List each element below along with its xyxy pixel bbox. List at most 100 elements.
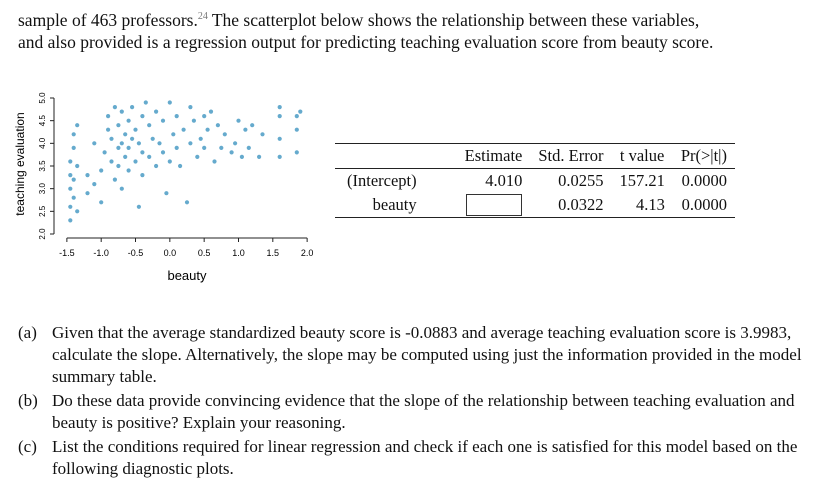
regression-table: Estimate Std. Error t value Pr(>|t|) (In… <box>335 143 735 219</box>
question-b: (b) Do these data provide convincing evi… <box>18 390 818 434</box>
data-point <box>167 159 172 164</box>
intercept-t-value: 157.21 <box>619 171 665 190</box>
data-point <box>126 145 131 150</box>
data-point <box>112 105 117 110</box>
data-point <box>174 145 179 150</box>
row-label: (Intercept) <box>347 171 417 190</box>
data-point <box>202 145 207 150</box>
data-point <box>133 159 138 164</box>
data-point <box>277 154 282 159</box>
beauty-std-error: 0.0322 <box>530 193 612 219</box>
data-point <box>68 204 73 209</box>
y-axis-label: teaching evaluation <box>14 112 27 215</box>
header-std-error: Std. Error <box>530 143 612 169</box>
header-blank <box>335 143 457 169</box>
data-point <box>126 168 131 173</box>
scatterplot: -1.5 -1.0 -0.5 0.0 0.5 1.0 1.5 2.0 2.0 2.5 3.0 3.5… <box>14 92 313 283</box>
y-tick-label: 4.0 <box>38 137 47 149</box>
data-point <box>136 204 141 209</box>
intro-line2: and also provided is a regression output… <box>18 32 714 52</box>
data-point <box>202 114 207 119</box>
data-point <box>160 150 166 155</box>
data-point <box>298 109 303 114</box>
question-label: (a) <box>18 323 37 342</box>
intro-line1: sample of 463 professors. <box>18 10 198 30</box>
data-point <box>147 123 152 128</box>
footnote-marker: 24 <box>197 11 208 22</box>
data-point <box>68 173 73 178</box>
data-point <box>229 150 234 155</box>
beauty-estimate-cell <box>456 193 531 219</box>
data-point <box>85 191 90 196</box>
data-point <box>71 195 76 200</box>
table-row-beauty: beauty 0.0322 4.13 0.0000 <box>335 193 735 219</box>
data-point <box>102 150 107 155</box>
intro-line1-rest: The scatterplot below shows the relation… <box>211 10 700 30</box>
question-a: (a) Given that the average standardized … <box>18 322 818 388</box>
data-point <box>188 141 193 146</box>
data-point <box>119 141 124 146</box>
question-label: (b) <box>18 391 38 410</box>
data-point <box>150 136 155 141</box>
data-point <box>92 141 97 146</box>
intercept-p-value: 0.0000 <box>681 171 727 190</box>
row-label: beauty <box>335 193 457 219</box>
x-tick-label: 1.0 <box>232 248 245 258</box>
x-tick-label: -0.5 <box>128 248 144 258</box>
data-point <box>277 105 282 110</box>
intro-paragraph: sample of 463 professors.24 The scatterpl… <box>18 6 818 53</box>
data-point <box>71 177 76 182</box>
data-point <box>68 159 73 164</box>
y-tick-label: 4.5 <box>38 115 47 127</box>
y-axis: 2.0 2.5 3.0 3.5 4.0 4.5 5.0 <box>38 92 55 240</box>
scatter-points <box>68 100 303 223</box>
data-point <box>171 132 176 137</box>
data-point <box>92 182 97 187</box>
data-point <box>154 109 159 114</box>
data-point <box>212 159 217 164</box>
data-point <box>71 145 76 150</box>
data-point <box>75 163 80 169</box>
data-point <box>198 136 203 141</box>
data-point <box>246 145 251 150</box>
y-tick-label: 3.0 <box>38 183 47 195</box>
data-point <box>85 173 90 178</box>
data-point <box>154 163 159 169</box>
data-point <box>243 127 248 132</box>
data-point <box>157 141 162 146</box>
data-point <box>116 145 121 150</box>
y-tick-label: 5.0 <box>38 92 47 104</box>
data-point <box>277 114 282 119</box>
data-point <box>130 136 135 141</box>
header-estimate: Estimate <box>456 143 531 169</box>
data-point <box>178 163 183 169</box>
data-point <box>233 141 238 146</box>
x-tick-label: 1.5 <box>267 248 280 258</box>
data-point <box>147 154 152 159</box>
x-tick-label: -1.5 <box>59 248 75 258</box>
data-point <box>109 136 114 141</box>
estimate-blank-box[interactable] <box>466 194 523 217</box>
data-point <box>71 132 76 137</box>
table-row-intercept: (Intercept) 4.010 0.0255 157.21 0.0000 <box>335 169 735 194</box>
data-point <box>250 123 255 128</box>
question-text: List the conditions required for linear … <box>52 437 798 478</box>
data-point <box>294 127 299 132</box>
y-tick-label: 3.5 <box>38 160 47 172</box>
x-axis-label: beauty <box>167 268 207 283</box>
data-point <box>99 200 104 205</box>
data-point <box>112 177 117 182</box>
y-tick-label: 2.5 <box>38 205 47 217</box>
data-point <box>181 127 186 132</box>
data-point <box>75 209 80 214</box>
question-list: (a) Given that the average standardized … <box>18 322 818 482</box>
data-point <box>140 114 145 119</box>
data-point <box>164 191 169 196</box>
data-point <box>143 100 148 105</box>
data-point <box>68 186 73 191</box>
data-point <box>294 114 299 119</box>
data-point <box>239 154 244 159</box>
data-point <box>260 132 265 137</box>
data-point <box>119 109 124 114</box>
data-point <box>188 105 193 110</box>
